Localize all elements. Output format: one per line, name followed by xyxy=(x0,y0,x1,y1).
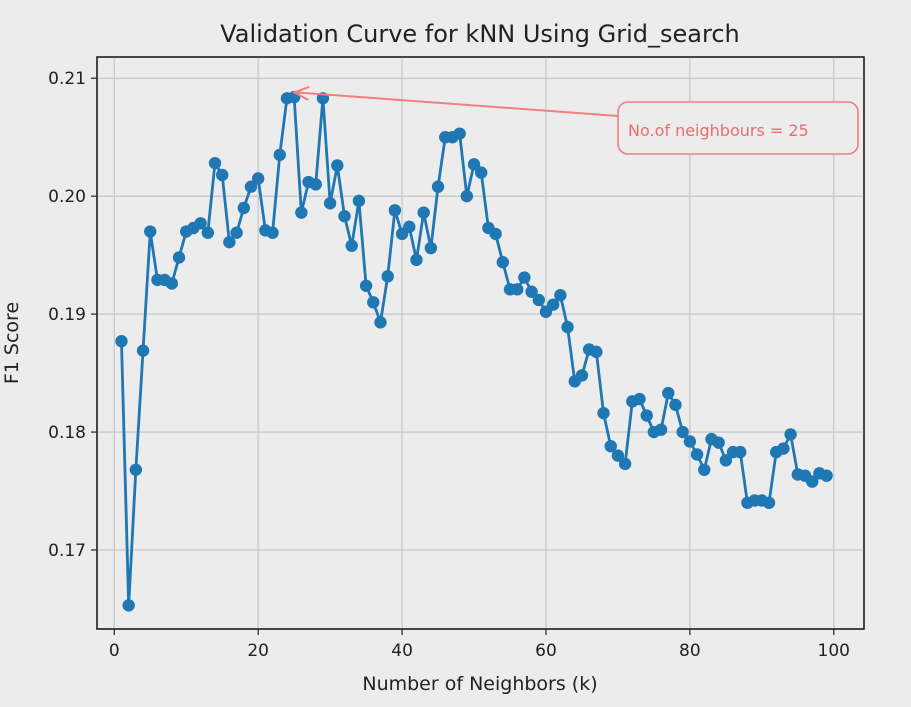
data-point xyxy=(546,298,560,311)
data-point xyxy=(496,256,510,269)
data-point xyxy=(309,178,322,191)
data-point xyxy=(575,369,589,382)
plot-frame xyxy=(96,56,865,630)
data-point xyxy=(669,398,682,412)
y-tick-label: 0.17 xyxy=(48,541,86,561)
data-point xyxy=(698,463,711,476)
data-point xyxy=(431,180,445,193)
data-point xyxy=(662,386,675,400)
data-point xyxy=(115,335,128,348)
data-point xyxy=(460,189,474,203)
data-point xyxy=(345,239,358,252)
data-point xyxy=(489,227,502,241)
data-point xyxy=(618,457,632,471)
x-tick-label: 80 xyxy=(679,641,701,661)
data-point xyxy=(777,442,790,455)
data-point xyxy=(230,226,243,239)
x-tick-label: 20 xyxy=(247,641,269,661)
data-point xyxy=(611,449,625,462)
data-point xyxy=(165,277,179,290)
x-tick-label: 60 xyxy=(535,641,557,661)
data-point xyxy=(251,172,265,185)
data-point xyxy=(201,226,215,239)
data-point xyxy=(237,201,250,215)
data-point xyxy=(223,235,236,249)
data-point xyxy=(510,283,524,296)
data-point xyxy=(331,159,344,172)
data-point xyxy=(554,289,567,302)
data-point xyxy=(295,206,308,219)
data-point xyxy=(597,406,610,420)
data-point xyxy=(654,423,668,436)
y-tick-label: 0.18 xyxy=(48,423,86,443)
annotation-arrow xyxy=(296,91,619,117)
data-point xyxy=(323,197,337,210)
y-tick-label: 0.20 xyxy=(48,187,86,207)
data-point xyxy=(388,204,402,217)
data-point xyxy=(467,158,481,171)
data-point xyxy=(820,469,833,482)
data-point xyxy=(590,345,603,359)
data-point xyxy=(403,220,416,234)
data-point xyxy=(129,463,143,476)
data-point xyxy=(352,194,366,208)
data-point xyxy=(136,344,150,357)
data-point xyxy=(244,180,258,193)
chart-title: Validation Curve for kNN Using Grid_sear… xyxy=(220,20,740,48)
data-point xyxy=(215,168,229,182)
data-point xyxy=(640,409,653,422)
data-point xyxy=(762,496,776,510)
y-tick-label: 0.21 xyxy=(48,69,86,89)
data-point xyxy=(381,270,394,283)
annotation-text: No.of neighbours = 25 xyxy=(628,121,809,140)
data-point xyxy=(475,166,488,179)
data-point xyxy=(453,127,466,140)
data-point xyxy=(359,279,373,292)
data-point xyxy=(367,296,380,309)
x-tick-label: 0 xyxy=(109,641,120,661)
annotation-box xyxy=(617,101,859,155)
data-point xyxy=(208,156,222,170)
y-tick-label: 0.19 xyxy=(48,305,86,325)
data-point xyxy=(374,316,387,329)
data-point xyxy=(561,320,574,334)
data-point xyxy=(734,445,747,459)
data-point xyxy=(417,206,430,219)
data-point xyxy=(338,210,351,223)
data-point xyxy=(266,226,279,239)
data-point xyxy=(683,435,697,448)
data-point xyxy=(273,148,286,162)
x-tick-label: 100 xyxy=(818,641,850,661)
data-point xyxy=(194,217,207,230)
data-point xyxy=(719,454,733,467)
series-layer xyxy=(115,90,833,612)
data-point xyxy=(633,392,646,406)
data-point xyxy=(712,436,725,449)
annotation: No.of neighbours = 25 xyxy=(291,85,859,155)
data-point xyxy=(518,271,531,284)
x-tick-label: 40 xyxy=(391,641,413,661)
data-point xyxy=(525,285,538,298)
axis-ticks: 0 20 40 60 80 100 0.17 0.18 0.19 0.20 0.21 xyxy=(48,69,850,661)
data-point xyxy=(172,251,186,264)
data-point xyxy=(805,475,819,488)
data-point xyxy=(690,448,704,461)
data-point xyxy=(604,439,617,453)
data-point xyxy=(410,253,423,267)
data-point xyxy=(144,225,157,238)
data-point xyxy=(676,425,689,439)
data-point xyxy=(424,241,438,255)
data-point xyxy=(122,599,135,612)
data-point xyxy=(532,293,545,307)
annotation-arrowhead xyxy=(291,85,310,101)
data-point xyxy=(784,428,797,441)
y-axis-label: F1 Score xyxy=(1,302,23,384)
x-axis-label: Number of Neighbors (k) xyxy=(362,673,597,695)
